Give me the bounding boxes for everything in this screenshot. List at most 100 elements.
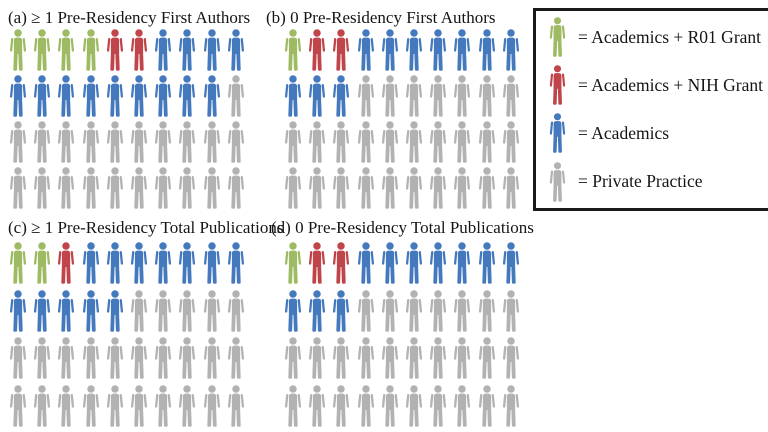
person-icon	[203, 121, 220, 163]
legend-item-r01: = Academics + R01 Grant	[547, 17, 768, 58]
person-icon	[284, 29, 302, 71]
person-icon	[130, 384, 148, 427]
person-icon	[429, 75, 447, 117]
person-icon	[58, 121, 75, 163]
person-icon	[203, 75, 220, 117]
person-icon	[154, 289, 172, 332]
legend-item-private: = Private Practice	[547, 161, 768, 203]
person-icon	[429, 384, 447, 427]
person-icon	[381, 337, 398, 379]
person-icon	[227, 121, 244, 163]
person-icon-academics	[549, 113, 566, 154]
person-icon	[333, 167, 350, 209]
person-icon	[9, 242, 27, 284]
person-icon	[130, 121, 148, 163]
panel-b-title: (b) 0 Pre-Residency First Authors	[266, 8, 496, 27]
person-icon	[454, 29, 471, 71]
person-icon	[154, 242, 172, 284]
person-icon	[227, 29, 244, 71]
person-icon	[130, 289, 148, 332]
person-icon	[284, 75, 302, 117]
person-icon	[82, 384, 99, 427]
person-icon	[58, 75, 75, 117]
person-icon	[284, 289, 302, 332]
person-icon-r01	[549, 17, 566, 57]
person-icon	[454, 337, 471, 379]
person-icon	[203, 289, 220, 332]
person-icon	[34, 167, 51, 209]
person-icon	[179, 384, 196, 427]
panel-a-grid	[7, 29, 249, 213]
person-icon	[82, 242, 99, 284]
person-icon	[154, 75, 172, 117]
panel-d-grid	[282, 242, 524, 432]
person-icon	[9, 384, 27, 427]
person-icon	[357, 121, 374, 163]
person-icon	[203, 29, 220, 71]
person-icon	[502, 121, 519, 163]
person-icon	[82, 337, 99, 379]
person-icon	[502, 337, 519, 379]
person-icon	[478, 121, 495, 163]
person-icon	[454, 167, 471, 209]
person-icon	[179, 167, 196, 209]
person-icon	[154, 337, 172, 379]
person-icon	[284, 337, 302, 379]
person-icon	[82, 29, 99, 71]
person-icon	[154, 384, 172, 427]
person-icon	[405, 29, 423, 71]
person-icon	[9, 337, 27, 379]
person-icon	[429, 242, 447, 284]
person-icon	[58, 167, 75, 209]
person-icon	[309, 121, 326, 163]
panel-d-title: (d) 0 Pre-Residency Total Publications	[271, 218, 534, 237]
panel-c-title: (c) ≥ 1 Pre-Residency Total Publications	[8, 218, 284, 237]
person-icon	[34, 75, 51, 117]
person-icon	[9, 167, 27, 209]
person-icon	[381, 121, 398, 163]
person-icon	[478, 384, 495, 427]
person-icon	[405, 337, 423, 379]
person-icon	[34, 289, 51, 332]
person-icon-nih	[549, 65, 566, 105]
person-icon	[333, 75, 350, 117]
person-icon	[227, 384, 244, 427]
person-icon	[58, 242, 75, 284]
person-icon	[82, 75, 99, 117]
person-icon	[227, 337, 244, 379]
person-icon	[309, 289, 326, 332]
person-icon	[179, 121, 196, 163]
panel-b-grid	[282, 29, 524, 213]
person-icon	[478, 167, 495, 209]
person-icon	[9, 29, 27, 71]
person-icon	[502, 75, 519, 117]
person-icon	[82, 167, 99, 209]
person-icon	[58, 384, 75, 427]
legend-item-nih: = Academics + NIH Grant	[547, 65, 768, 106]
person-icon	[381, 384, 398, 427]
person-icon	[227, 289, 244, 332]
person-icon	[9, 121, 27, 163]
person-icon	[357, 167, 374, 209]
legend-label-private: = Private Practice	[578, 171, 703, 192]
legend-label-nih: = Academics + NIH Grant	[578, 74, 763, 95]
legend: = Academics + R01 Grant = Academics + NI…	[533, 8, 768, 211]
person-icon	[502, 167, 519, 209]
person-icon	[82, 289, 99, 332]
person-icon	[227, 242, 244, 284]
person-icon	[203, 242, 220, 284]
person-icon	[309, 242, 326, 284]
person-icon	[130, 29, 148, 71]
person-icon	[309, 384, 326, 427]
person-icon	[381, 167, 398, 209]
person-icon	[309, 75, 326, 117]
person-icon	[203, 167, 220, 209]
person-icon	[429, 121, 447, 163]
person-icon	[227, 167, 244, 209]
person-icon	[454, 75, 471, 117]
legend-item-academics: = Academics	[547, 113, 768, 154]
person-icon	[357, 289, 374, 332]
person-icon	[179, 289, 196, 332]
person-icon	[34, 121, 51, 163]
legend-label-r01: = Academics + R01 Grant	[578, 26, 762, 47]
